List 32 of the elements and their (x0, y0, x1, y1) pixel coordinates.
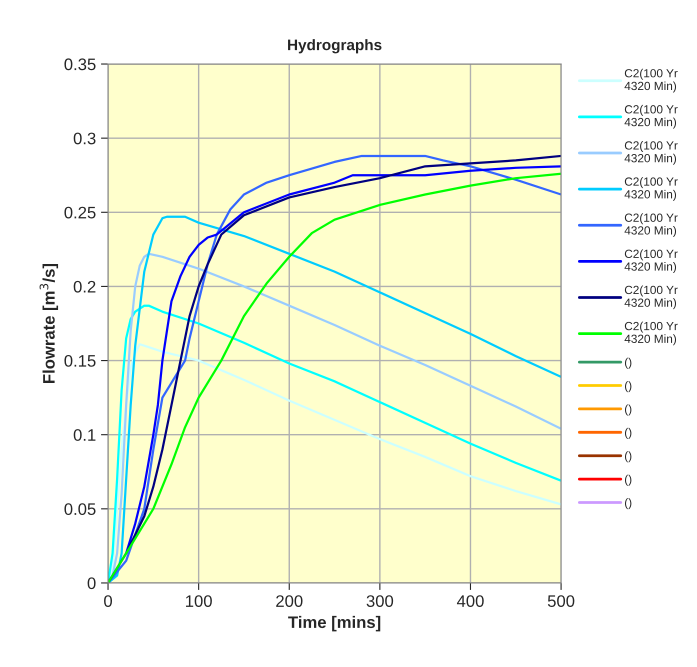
y-tick-label: 0.35 (64, 58, 96, 70)
legend-label: () (624, 358, 632, 369)
x-axis-title: Time [mins] (288, 616, 380, 632)
legend-label: C2(100 Yr 4320 Min) (624, 177, 678, 201)
legend-label: C2(100 Yr 4320 Min) (624, 140, 678, 165)
y-tick-label: 0.15 (64, 354, 96, 367)
y-tick-label: 0.05 (64, 503, 96, 516)
legend-label: () (624, 381, 632, 392)
legend-label: () (624, 451, 632, 462)
x-tick-label: 400 (456, 595, 484, 608)
legend-label: C2(100 Yr 4320 Min) (624, 104, 678, 129)
y-tick-label: 0.1 (74, 429, 96, 441)
y-axis-title: Flowrate [m$^{3}$/s] (40, 264, 58, 383)
y-tick-label: 0 (88, 577, 96, 590)
legend-label: () (624, 498, 632, 510)
legend-label: () (624, 428, 632, 439)
legend-label: C2(100 Yr 4320 Min) (624, 213, 678, 237)
x-tick-label: 200 (276, 595, 303, 608)
legend-label: C2(100 Yr 4320 Min) (624, 285, 678, 310)
legend-label: () (624, 404, 632, 416)
x-tick-label: 0 (104, 595, 112, 608)
x-tick-label: 500 (548, 595, 574, 608)
y-tick-label: 0.2 (74, 280, 96, 293)
chart-title: Hydrographs (288, 39, 382, 54)
x-tick-label: 300 (366, 595, 394, 608)
legend-label: C2(100 Yr 4320 Min) (624, 68, 678, 92)
legend-label: C2(100 Yr 4320 Min) (624, 322, 678, 346)
x-tick-label: 100 (186, 595, 212, 608)
legend-label: () (624, 474, 632, 486)
y-tick-label: 0.3 (74, 132, 96, 144)
legend-label: C2(100 Yr 4320 Min) (624, 249, 678, 274)
y-tick-label: 0.25 (64, 206, 96, 218)
